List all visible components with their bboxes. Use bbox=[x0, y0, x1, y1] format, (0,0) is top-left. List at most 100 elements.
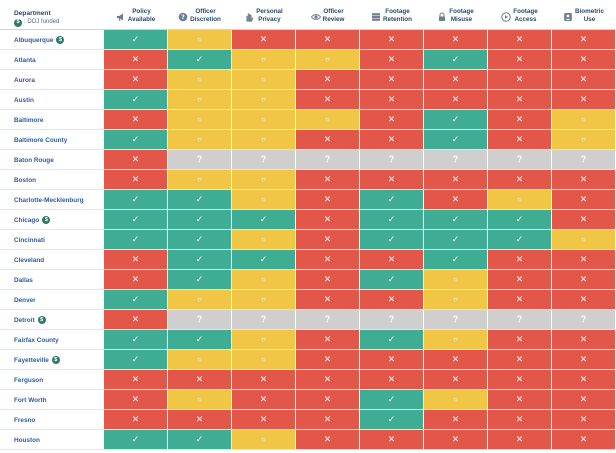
score-cell[interactable]: ✕ bbox=[424, 70, 487, 89]
score-cell[interactable]: ✕ bbox=[296, 210, 359, 229]
score-cell[interactable]: ✕ bbox=[296, 330, 359, 349]
score-cell[interactable]: ✓ bbox=[488, 210, 551, 229]
department-link[interactable]: Aurora bbox=[14, 70, 35, 90]
score-cell[interactable]: ✕ bbox=[104, 410, 167, 429]
department-name[interactable]: Baltimore County bbox=[14, 136, 68, 144]
department-name[interactable]: Aurora bbox=[14, 76, 35, 84]
score-cell[interactable]: ✕ bbox=[360, 130, 423, 149]
score-cell[interactable]: ? bbox=[552, 310, 615, 329]
score-cell[interactable]: ✓ bbox=[360, 330, 423, 349]
score-cell[interactable]: ○ bbox=[168, 90, 231, 109]
score-cell[interactable]: ✓ bbox=[104, 190, 167, 209]
department-name[interactable]: Cleveland bbox=[14, 256, 45, 264]
score-cell[interactable]: ○ bbox=[168, 30, 231, 49]
department-link[interactable]: Ferguson bbox=[14, 370, 43, 390]
department-link[interactable]: Fresno bbox=[14, 410, 35, 430]
score-cell[interactable]: ✕ bbox=[552, 90, 615, 109]
score-cell[interactable]: ✕ bbox=[552, 190, 615, 209]
department-name[interactable]: Ferguson bbox=[14, 376, 44, 384]
score-cell[interactable]: ✕ bbox=[296, 350, 359, 369]
score-cell[interactable]: ✕ bbox=[296, 170, 359, 189]
score-cell[interactable]: ✓ bbox=[360, 410, 423, 429]
score-cell[interactable]: ✕ bbox=[552, 350, 615, 369]
score-cell[interactable]: ○ bbox=[296, 110, 359, 129]
score-cell[interactable]: ✕ bbox=[552, 50, 615, 69]
score-cell[interactable]: ○ bbox=[232, 110, 295, 129]
score-cell[interactable]: ✕ bbox=[360, 90, 423, 109]
department-link[interactable]: Boston bbox=[14, 170, 36, 190]
score-cell[interactable]: ✓ bbox=[360, 230, 423, 249]
department-link[interactable]: Austin bbox=[14, 90, 34, 110]
score-cell[interactable]: ✕ bbox=[296, 370, 359, 389]
score-cell[interactable]: ? bbox=[296, 310, 359, 329]
department-name[interactable]: Fort Worth bbox=[14, 396, 47, 404]
score-cell[interactable]: ✕ bbox=[488, 110, 551, 129]
score-cell[interactable]: ? bbox=[168, 150, 231, 169]
department-name[interactable]: Baton Rouge bbox=[14, 156, 54, 164]
score-cell[interactable]: ✕ bbox=[424, 410, 487, 429]
score-cell[interactable]: ✕ bbox=[488, 350, 551, 369]
score-cell[interactable]: ○ bbox=[168, 130, 231, 149]
score-cell[interactable]: ○ bbox=[424, 330, 487, 349]
score-cell[interactable]: ○ bbox=[232, 170, 295, 189]
score-cell[interactable]: ? bbox=[488, 310, 551, 329]
score-cell[interactable]: ✕ bbox=[360, 50, 423, 69]
department-name[interactable]: Boston bbox=[14, 176, 37, 184]
score-cell[interactable]: ○ bbox=[232, 290, 295, 309]
score-cell[interactable]: ✕ bbox=[232, 390, 295, 409]
score-cell[interactable]: ✕ bbox=[104, 110, 167, 129]
score-cell[interactable]: ○ bbox=[168, 390, 231, 409]
score-cell[interactable]: ✕ bbox=[296, 410, 359, 429]
score-cell[interactable]: ✕ bbox=[360, 430, 423, 449]
score-cell[interactable]: ? bbox=[360, 150, 423, 169]
department-name[interactable]: Fayetteville bbox=[14, 356, 49, 364]
score-cell[interactable]: ✓ bbox=[360, 190, 423, 209]
score-cell[interactable]: ? bbox=[424, 310, 487, 329]
score-cell[interactable]: ○ bbox=[232, 190, 295, 209]
score-cell[interactable]: ✕ bbox=[360, 30, 423, 49]
department-name[interactable]: Baltimore bbox=[14, 116, 44, 124]
score-cell[interactable]: ✕ bbox=[424, 370, 487, 389]
score-cell[interactable]: ✕ bbox=[424, 170, 487, 189]
department-link[interactable]: Atlanta bbox=[14, 50, 36, 70]
score-cell[interactable]: ? bbox=[168, 310, 231, 329]
score-cell[interactable]: ✕ bbox=[296, 230, 359, 249]
score-cell[interactable]: ✓ bbox=[104, 130, 167, 149]
score-cell[interactable]: ✕ bbox=[360, 290, 423, 309]
score-cell[interactable]: ✕ bbox=[488, 70, 551, 89]
score-cell[interactable]: ✓ bbox=[424, 230, 487, 249]
score-cell[interactable]: ✕ bbox=[552, 330, 615, 349]
department-link[interactable]: Charlotte-Mecklenburg bbox=[14, 190, 84, 210]
score-cell[interactable]: ✓ bbox=[168, 210, 231, 229]
score-cell[interactable]: ○ bbox=[232, 350, 295, 369]
department-name[interactable]: Albuquerque bbox=[14, 36, 54, 44]
department-link[interactable]: Fort Worth bbox=[14, 390, 47, 410]
score-cell[interactable]: ✕ bbox=[488, 270, 551, 289]
score-cell[interactable]: ✕ bbox=[424, 350, 487, 369]
score-cell[interactable]: ✕ bbox=[296, 250, 359, 269]
score-cell[interactable]: ✕ bbox=[232, 30, 295, 49]
score-cell[interactable]: ○ bbox=[232, 130, 295, 149]
score-cell[interactable]: ○ bbox=[232, 230, 295, 249]
score-cell[interactable]: ✕ bbox=[488, 130, 551, 149]
score-cell[interactable]: ✕ bbox=[104, 370, 167, 389]
department-name[interactable]: Austin bbox=[14, 96, 34, 104]
department-link[interactable]: Chicago $ bbox=[14, 210, 51, 230]
score-cell[interactable]: ✕ bbox=[488, 30, 551, 49]
department-name[interactable]: Cincinnati bbox=[14, 236, 45, 244]
score-cell[interactable]: ? bbox=[488, 150, 551, 169]
score-cell[interactable]: ? bbox=[296, 150, 359, 169]
department-name[interactable]: Detroit bbox=[14, 316, 35, 324]
score-cell[interactable]: ○ bbox=[232, 330, 295, 349]
score-cell[interactable]: ✕ bbox=[296, 130, 359, 149]
score-cell[interactable]: ✓ bbox=[232, 210, 295, 229]
score-cell[interactable]: ✓ bbox=[424, 50, 487, 69]
department-link[interactable]: Cleveland bbox=[14, 250, 44, 270]
score-cell[interactable]: ✕ bbox=[552, 70, 615, 89]
score-cell[interactable]: ✕ bbox=[360, 70, 423, 89]
score-cell[interactable]: ✕ bbox=[168, 410, 231, 429]
department-link[interactable]: Cincinnati bbox=[14, 230, 45, 250]
score-cell[interactable]: ✕ bbox=[488, 330, 551, 349]
score-cell[interactable]: ✕ bbox=[360, 350, 423, 369]
score-cell[interactable]: ○ bbox=[232, 50, 295, 69]
